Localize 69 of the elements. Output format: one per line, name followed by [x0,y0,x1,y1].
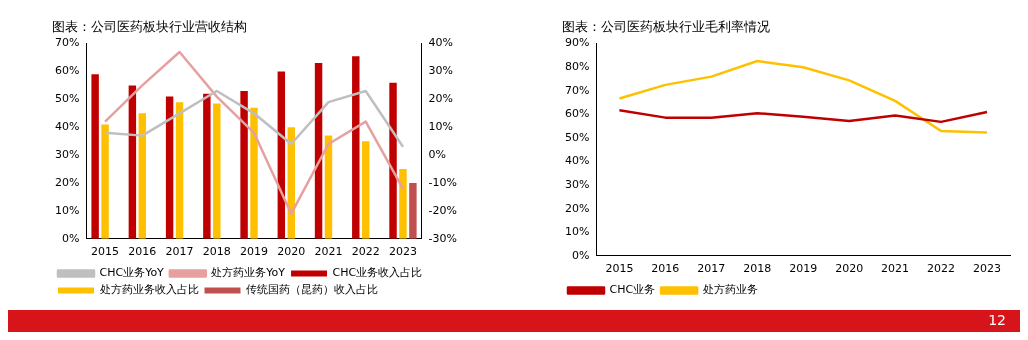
bar [399,169,407,239]
bar [409,183,417,239]
y2-tick-label: 20% [428,92,454,106]
x-tick-label: 2017 [165,245,194,259]
y-tick-label: 10% [565,225,590,239]
bar [250,107,258,239]
x-tick-label: 2017 [697,262,726,276]
legend-label: CHC业务YoY [99,266,165,280]
y-tick-label: 60% [55,64,80,78]
x-tick-label: 2021 [881,262,910,276]
x-tick-label: 2019 [789,262,818,276]
y-tick-label: 20% [55,175,80,189]
x-tick-label: 2021 [314,245,343,259]
y-tick-label: 30% [565,177,590,191]
y-tick-label: 90% [565,36,590,50]
y-tick-label: 0% [572,248,590,262]
y2-tick-label: -30% [428,231,457,245]
bar [240,91,248,239]
bar [213,103,221,239]
y-tick-label: 0% [62,231,80,245]
bar [128,85,137,239]
y2-tick-label: 30% [428,64,454,78]
y-tick-label: 70% [55,36,80,50]
y2-tick-label: -20% [428,203,457,217]
y-tick-label: 50% [565,130,590,144]
legend-label: CHC业务收入占比 [332,266,423,280]
x-tick-label: 2016 [651,262,680,276]
bar [362,141,370,239]
bar [175,102,184,239]
x-tick-label: 2023 [973,262,1002,276]
chart-title: 图表：公司医药板块行业毛利率情况 [562,19,770,35]
y-tick-label: 70% [565,83,590,97]
x-tick-label: 2018 [743,262,772,276]
legend-label: 处方药业务收入占比 [99,283,199,297]
text: 12 [988,312,1006,328]
legend-label: CHC业务 [609,283,656,297]
bar [138,113,147,239]
x-tick-label: 2020 [277,245,306,259]
bar [203,93,211,239]
x-tick-label: 2022 [351,245,380,259]
y2-tick-label: 10% [428,120,454,134]
y2-tick-label: 0% [428,148,447,161]
x-tick-label: 2015 [605,262,634,276]
y-tick-label: 50% [55,92,80,106]
chart-title: 图表：公司医药板块行业营收结构 [52,19,247,35]
x-tick-label: 2023 [388,245,417,259]
y-tick-label: 30% [55,148,80,161]
x-tick-label: 2019 [240,245,269,259]
x-tick-label: 2022 [927,262,956,276]
y-tick-label: 10% [55,203,80,217]
bar [165,96,174,239]
legend-label: 处方药业务YoY [211,266,286,280]
y2-tick-label: -10% [428,175,457,189]
y-tick-label: 80% [565,60,590,74]
x-tick-label: 2020 [835,262,864,276]
y-tick-label: 40% [55,120,80,134]
bar [91,74,99,239]
x-tick-label: 2015 [91,245,120,259]
legend-label: 传统国药（昆药）收入占比 [246,283,378,297]
y-tick-label: 40% [565,154,590,168]
bar [101,124,109,239]
y-tick-label: 20% [565,201,590,215]
y-tick-label: 60% [565,107,590,121]
x-tick-label: 2016 [128,245,157,259]
x-tick-label: 2018 [202,245,231,259]
bar [352,56,360,239]
y2-tick-label: 40% [428,36,454,50]
bar [389,82,397,239]
legend-label: 处方药业务 [702,283,758,297]
